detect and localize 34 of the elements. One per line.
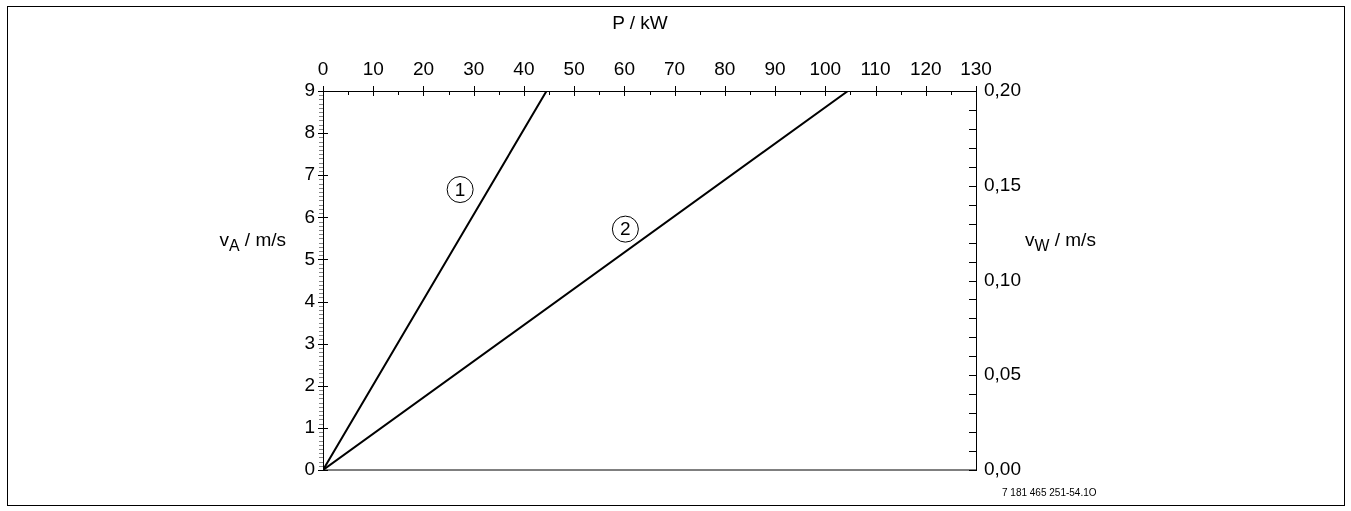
y2-tick-label: 0,15 — [984, 173, 1021, 195]
x-tick-label: 20 — [412, 57, 435, 79]
y2-axis-title: v$_{W}$ / m/s — [1025, 229, 1096, 254]
annotation: 1 — [454, 178, 466, 200]
y-tick-label: 1 — [304, 416, 315, 438]
y2-tick-label: 0,20 — [984, 79, 1021, 101]
y-tick-label: 2 — [304, 374, 315, 396]
x-tick-label: 30 — [463, 57, 485, 79]
y-tick-label: 0 — [304, 458, 315, 480]
y2-tick-label: 0,05 — [984, 363, 1021, 385]
x-tick-label: 60 — [613, 57, 635, 79]
x-tick-label: 80 — [714, 57, 736, 79]
y-axis-title: v$_{A}$ / m/s — [218, 229, 286, 254]
y-tick-label: 4 — [304, 289, 316, 311]
x-tick-label: 90 — [764, 57, 786, 79]
y-tick-label: 3 — [304, 331, 315, 353]
x-tick-label: 120 — [909, 57, 942, 79]
x-tick-label: 110 — [860, 57, 891, 79]
y-tick-label: 9 — [304, 79, 315, 101]
text: 7 181 465 251-54.1O — [1002, 487, 1097, 498]
x-tick-label: 40 — [513, 57, 535, 79]
y-tick-label: 7 — [304, 163, 315, 185]
y2-tick-label: 0,10 — [984, 268, 1021, 290]
x-axis-title: P / kW — [611, 12, 669, 33]
y-tick-label: 8 — [304, 121, 315, 143]
x-tick-label: 70 — [664, 57, 686, 79]
y2-tick-label: 0,00 — [984, 458, 1021, 480]
y-tick-label: 6 — [304, 205, 315, 227]
annotation: 2 — [620, 218, 631, 240]
x-tick-label: 100 — [809, 57, 842, 79]
y-tick-label: 5 — [304, 247, 315, 269]
x-tick-label: 130 — [960, 57, 992, 79]
x-tick-label: 10 — [362, 57, 384, 79]
x-tick-label: 50 — [563, 57, 585, 79]
